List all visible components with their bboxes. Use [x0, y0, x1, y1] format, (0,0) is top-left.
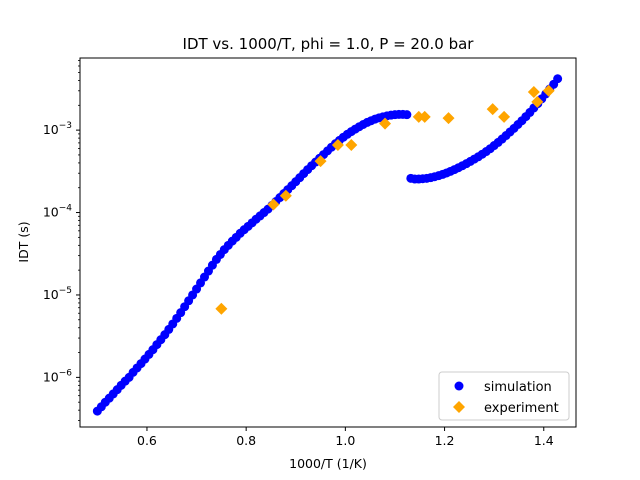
experiment-point [527, 86, 540, 99]
legend-experiment-marker [453, 401, 465, 413]
legend-experiment-label: experiment [484, 401, 559, 416]
x-tick-label: 1.0 [335, 433, 355, 448]
y-tick-exponent: −4 [59, 204, 73, 214]
y-tick-base: 10 [43, 122, 59, 137]
experiment-point [442, 112, 455, 125]
experiment-point [314, 155, 327, 168]
y-tick-base: 10 [43, 287, 59, 302]
simulation-point [402, 110, 412, 120]
legend: simulation experiment [438, 371, 570, 421]
experiment-point [267, 198, 280, 211]
data-marks [92, 74, 563, 416]
y-tick-label: 10−5 [43, 286, 72, 302]
legend-simulation-marker [454, 381, 464, 391]
experiment-point [379, 117, 392, 130]
experiment-point [345, 138, 358, 151]
legend-box [438, 371, 570, 421]
experiment-point [215, 302, 228, 315]
experiment-point [331, 138, 344, 151]
y-tick-exponent: −6 [59, 368, 73, 378]
experiment-point [279, 189, 292, 202]
experiment-point [542, 84, 555, 97]
x-tick-label: 1.4 [534, 433, 554, 448]
axes-frame [79, 57, 577, 428]
y-tick-base: 10 [43, 369, 59, 384]
y-axis-label: IDT (s) [16, 221, 31, 262]
chart-title: IDT vs. 1000/T, phi = 1.0, P = 20.0 bar [183, 35, 475, 53]
y-tick-label: 10−4 [43, 204, 72, 220]
experiment-point [486, 103, 499, 116]
y-tick-base: 10 [43, 205, 59, 220]
x-tick-label: 0.8 [236, 433, 256, 448]
y-tick-exponent: −3 [59, 121, 72, 131]
y-axis-ticks: 10−610−510−410−3 [43, 60, 80, 421]
x-tick-label: 0.6 [137, 433, 157, 448]
y-tick-exponent: −5 [59, 286, 72, 296]
experiment-point [498, 110, 511, 123]
experiment-point [418, 110, 431, 123]
x-axis-label: 1000/T (1/K) [289, 456, 367, 471]
x-axis-ticks: 0.6 0.8 1.0 1.2 1.4 [137, 427, 554, 448]
y-tick-label: 10−3 [43, 121, 72, 137]
y-tick-label: 10−6 [43, 368, 72, 384]
legend-simulation-label: simulation [484, 380, 552, 395]
simulation-point [553, 74, 563, 84]
x-tick-label: 1.2 [435, 433, 455, 448]
experiment-point [531, 95, 544, 108]
